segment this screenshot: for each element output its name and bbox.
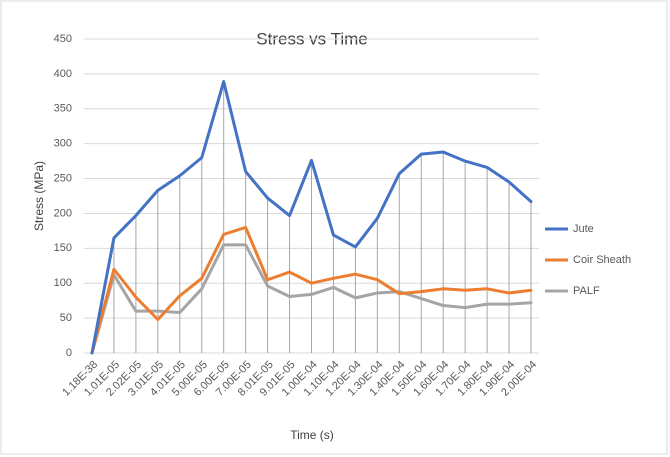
x-axis-title: Time (s) [290, 428, 334, 442]
series-line [90, 225, 533, 355]
y-tick-label: 0 [66, 347, 72, 359]
y-tick-label: 450 [54, 33, 72, 45]
legend-label: PALF [573, 285, 600, 297]
legend-label: Jute [573, 223, 594, 235]
y-tick-label: 150 [54, 242, 72, 254]
y-tick-label: 50 [60, 312, 72, 324]
y-tick-label: 250 [54, 172, 72, 184]
legend-label: Coir Sheath [573, 254, 631, 266]
y-tick-label: 350 [54, 103, 72, 115]
y-tick-label: 400 [54, 68, 72, 80]
y-tick-label: 100 [54, 277, 72, 289]
y-axis-title: Stress (MPa) [32, 161, 46, 231]
series-line [90, 80, 533, 355]
y-tick-label: 300 [54, 138, 72, 150]
y-tick-label: 200 [54, 207, 72, 219]
